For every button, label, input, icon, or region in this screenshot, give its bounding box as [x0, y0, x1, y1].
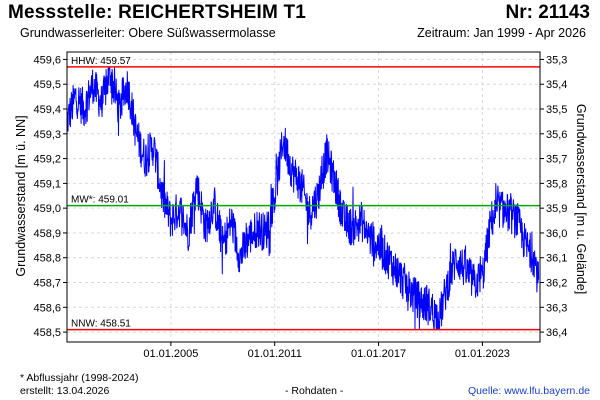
y2-tick-label: 35,9 — [546, 203, 567, 215]
page-title: Messstelle: REICHERTSHEIM T1 — [8, 2, 307, 23]
y-tick-label: 459,4 — [33, 104, 61, 116]
y2-tick-label: 35,3 — [546, 54, 567, 66]
reference-line-label: MW*: 459.01 — [71, 195, 129, 206]
plot-frame — [66, 51, 541, 343]
y2-tick-label: 36,1 — [546, 253, 567, 265]
reference-line-label: HHW: 459.57 — [71, 56, 131, 67]
y2-tick-label: 36,3 — [546, 302, 567, 314]
y-tick-label: 459,1 — [33, 178, 61, 190]
series-line — [66, 66, 540, 331]
y2-tick-label: 35,8 — [546, 178, 567, 190]
y2-tick-label: 36,2 — [546, 278, 567, 290]
station-number: Nr: 21143 — [505, 2, 590, 23]
footnote: * Abflussjahr (1998-2024) — [20, 372, 139, 384]
x-tick-label: 01.01.2011 — [248, 348, 302, 360]
raw-data-label: - Rohdaten - — [285, 385, 344, 397]
created-date: erstellt: 13.04.2026 — [20, 385, 110, 397]
period-label: Zeitraum: Jan 1999 - Apr 2026 — [417, 26, 586, 40]
y2-tick-label: 36,4 — [546, 327, 567, 339]
y-tick-label: 458,5 — [33, 327, 61, 339]
y-tick-label: 459,6 — [33, 54, 61, 66]
y2-tick-label: 35,7 — [546, 154, 567, 166]
y-tick-label: 459,2 — [33, 154, 61, 166]
x-tick-label: 01.01.2005 — [143, 348, 198, 360]
source-link[interactable]: Quelle: www.lfu.bayern.de — [468, 385, 590, 397]
x-tick-label: 01.01.2023 — [455, 348, 510, 360]
y2-tick-label: 35,4 — [546, 79, 567, 91]
y-tick-label: 459,5 — [33, 79, 61, 91]
y-tick-label: 458,7 — [33, 278, 61, 290]
reference-line-label: NNW: 458.51 — [71, 319, 131, 330]
y-axis-label-right: Grundwasserstand [m u. Gelände] — [574, 103, 588, 295]
y-tick-label: 459,0 — [33, 203, 61, 215]
y-tick-label: 459,3 — [33, 129, 61, 141]
y2-tick-label: 35,6 — [546, 129, 567, 141]
y-axis-label-left: Grundwasserstand [m ü. NN] — [14, 115, 28, 277]
y2-tick-label: 35,5 — [546, 104, 567, 116]
aquifer-label: Grundwasserleiter: Obere Süßwassermolass… — [20, 26, 276, 40]
y-tick-label: 458,9 — [33, 228, 61, 240]
x-tick-label: 01.01.2017 — [351, 348, 406, 360]
y2-tick-label: 36,0 — [546, 228, 567, 240]
y-tick-label: 458,6 — [33, 302, 61, 314]
y-tick-label: 458,8 — [33, 253, 61, 265]
